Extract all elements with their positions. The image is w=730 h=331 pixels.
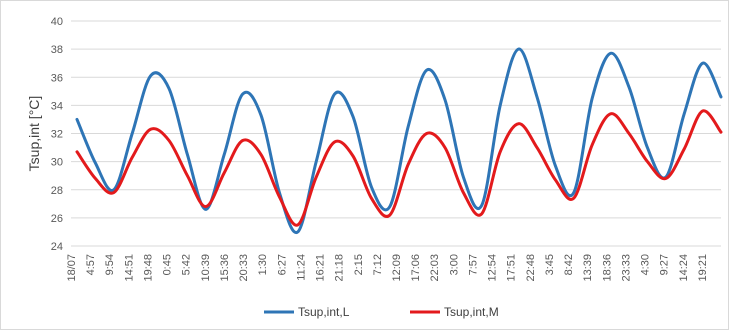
x-tick-label: 23:33 <box>620 254 632 282</box>
x-tick-label: 6:27 <box>276 254 288 275</box>
x-tick-label: 14:24 <box>678 254 690 282</box>
x-tick-label: 10:39 <box>200 254 212 282</box>
y-tick-labels: 24 26 28 30 32 34 36 38 40 <box>51 16 63 253</box>
y-tick-label: 30 <box>51 157 63 169</box>
legend-entry: Tsup,int,M <box>444 305 499 319</box>
x-tick-label: 4:57 <box>85 254 97 275</box>
x-tick-label: 17:51 <box>506 254 518 282</box>
x-tick-label: 18/07 <box>66 254 78 282</box>
x-tick-label: 13:39 <box>582 254 594 282</box>
x-tick-label: 20:33 <box>238 254 250 282</box>
x-tick-label: 21:18 <box>334 254 346 282</box>
y-axis-label: Tsup,int [°C] <box>26 96 42 172</box>
x-tick-label: 1:30 <box>257 254 269 275</box>
x-tick-label: 15:36 <box>219 254 231 282</box>
x-tick-label: 8:42 <box>563 254 575 275</box>
x-tick-label: 0:45 <box>162 254 174 275</box>
series-line-1 <box>75 109 723 227</box>
x-tick-label: 11:24 <box>295 254 307 281</box>
x-tick-label: 4:30 <box>640 254 652 275</box>
x-tick-label: 7:57 <box>467 254 479 275</box>
x-tick-label: 22:03 <box>429 254 441 282</box>
series-lines <box>75 47 723 234</box>
y-tick-label: 24 <box>51 241 63 253</box>
x-tick-label: 9:54 <box>104 254 116 275</box>
y-tick-label: 28 <box>51 185 63 197</box>
x-tick-label: 5:42 <box>181 254 193 275</box>
x-tick-label: 3:00 <box>448 254 460 275</box>
y-tick-label: 26 <box>51 213 63 225</box>
x-tick-label: 16:21 <box>315 254 327 282</box>
x-tick-label: 22:48 <box>525 254 537 282</box>
x-tick-label: 7:12 <box>372 254 384 275</box>
y-tick-label: 34 <box>51 100 63 112</box>
series-line-0 <box>75 47 723 234</box>
x-tick-label: 17:06 <box>410 254 422 282</box>
y-tick-label: 38 <box>51 44 63 56</box>
legend-entry: Tsup,int,L <box>298 305 350 319</box>
grid-lines <box>71 20 721 247</box>
y-tick-label: 36 <box>51 72 63 84</box>
x-tick-label: 14:51 <box>123 254 135 282</box>
legend: Tsup,int,L Tsup,int,M <box>264 305 499 319</box>
x-tick-label: 19:21 <box>697 254 709 282</box>
y-tick-label: 32 <box>51 129 63 141</box>
y-tick-label: 40 <box>51 16 63 28</box>
x-tick-label: 19:48 <box>142 254 154 282</box>
x-tick-label: 18:36 <box>601 254 613 282</box>
x-tick-label: 3:45 <box>544 254 556 275</box>
x-tick-label: 12:54 <box>487 254 499 282</box>
x-tick-label: 12:09 <box>391 254 403 282</box>
x-tick-label: 9:27 <box>659 254 671 275</box>
x-tick-label: 2:15 <box>353 254 365 275</box>
x-tick-labels: 18/07 4:57 9:54 14:51 19:48 0:45 5:42 10:39 15:3… <box>66 254 709 282</box>
